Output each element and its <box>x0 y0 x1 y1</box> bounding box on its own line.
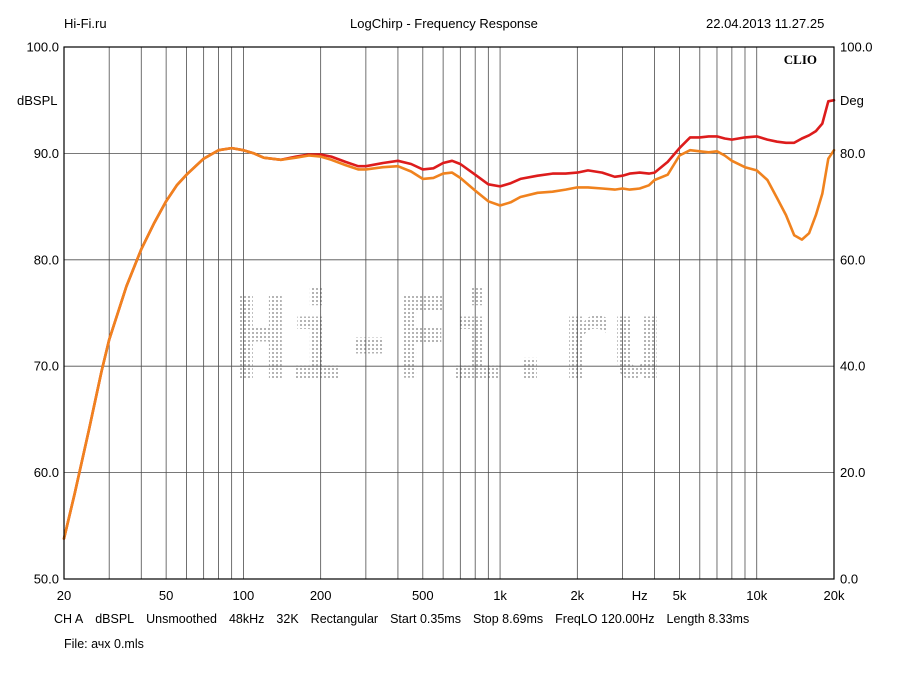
footer-param: CH A <box>54 612 84 626</box>
grid <box>64 47 834 579</box>
y-tick-label: 60.0 <box>34 465 59 480</box>
x-axis-unit-label: Hz <box>632 588 648 603</box>
watermark-text: Hi-Fi.ru <box>234 275 664 405</box>
y2-axis-label: Deg <box>840 93 864 108</box>
header-timestamp: 22.04.2013 11.27.25 <box>706 16 825 31</box>
y2-tick-label: 80.0 <box>840 146 865 161</box>
watermark: Hi-Fi.ru <box>234 275 664 405</box>
x-tick-label: 50 <box>159 588 173 603</box>
clio-brand-label: CLIO <box>784 52 817 67</box>
x-tick-label: 20k <box>824 588 845 603</box>
footer-param: dBSPL <box>95 612 135 626</box>
x-tick-label: 200 <box>310 588 332 603</box>
y-tick-label: 70.0 <box>34 359 59 374</box>
footer-param: 48kHz <box>228 612 265 626</box>
series-line-orange <box>62 146 836 540</box>
footer-param: Rectangular <box>310 612 379 626</box>
y2-tick-label: 40.0 <box>840 359 865 374</box>
x-tick-label: 100 <box>233 588 255 603</box>
x-tick-label: 10k <box>746 588 767 603</box>
series-group <box>62 98 836 540</box>
y2-tick-label: 0.0 <box>840 572 858 587</box>
x-tick-label: 500 <box>412 588 434 603</box>
y2-tick-label: 100.0 <box>840 40 873 55</box>
y-tick-label: 80.0 <box>34 252 59 267</box>
y2-tick-label: 20.0 <box>840 465 865 480</box>
axis-labels: 50.0 60.0 70.0 80.0 90.0 100.0 0.0 20.0 40.0 60.0… <box>17 40 873 604</box>
plot-frame <box>63 46 835 580</box>
y-tick-label: 90.0 <box>34 146 59 161</box>
footer-parameters: CH A dBSPL Unsmoothed 48kHz 32K Rectangular St… <box>54 612 761 626</box>
x-tick-label: 20 <box>57 588 71 603</box>
x-tick-label: 5k <box>673 588 687 603</box>
plot-border <box>63 46 835 580</box>
chart-title: LogChirp - Frequency Response <box>350 16 538 31</box>
footer-param: 32K <box>276 612 299 626</box>
y-tick-label: 100.0 <box>26 40 59 55</box>
header-site-label: Hi-Fi.ru <box>64 16 107 31</box>
y-tick-label: 50.0 <box>34 572 59 587</box>
footer-file-name: File: ачх 0.mls <box>64 637 144 651</box>
footer-param: Start 0.35ms <box>390 612 461 626</box>
footer-param: Stop 8.69ms <box>472 612 544 626</box>
footer-param: Length 8.33ms <box>666 612 750 626</box>
y2-tick-label: 60.0 <box>840 252 865 267</box>
x-tick-label: 2k <box>570 588 584 603</box>
footer-param: Unsmoothed <box>146 612 217 626</box>
y-axis-label: dBSPL <box>17 93 57 108</box>
footer-param: FreqLO 120.00Hz <box>555 612 655 626</box>
x-tick-label: 1k <box>493 588 507 603</box>
